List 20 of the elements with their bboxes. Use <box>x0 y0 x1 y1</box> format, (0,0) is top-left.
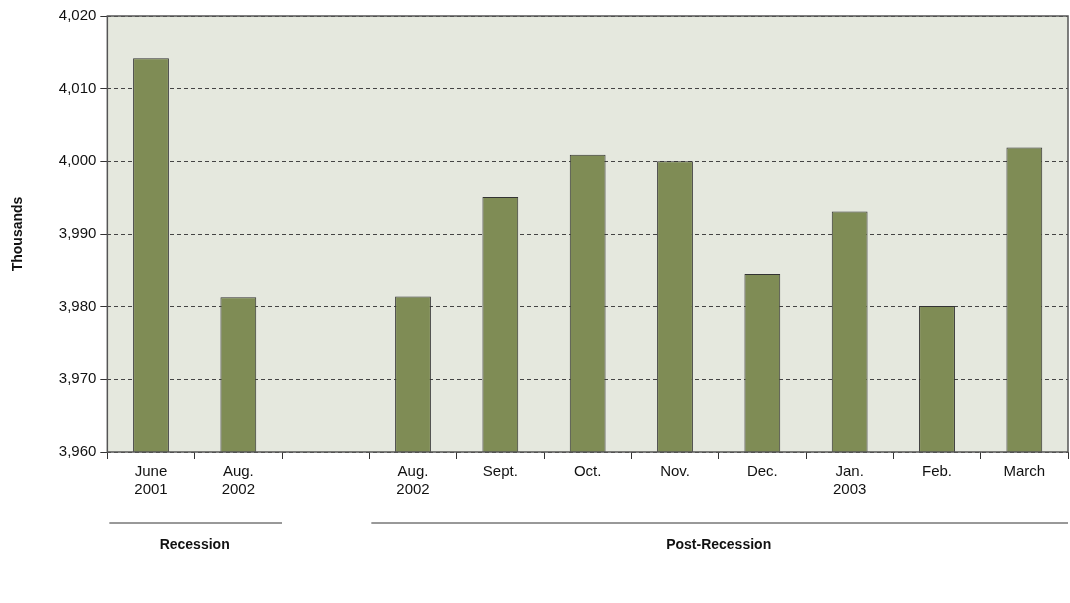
x-tick-label: Jan. 2003 <box>832 462 867 498</box>
x-tick-label: Aug. 2002 <box>396 462 430 498</box>
y-tick-label: 3,970 <box>58 369 97 387</box>
text: Post-Recession <box>666 535 772 552</box>
y-tick-label: 4,010 <box>58 78 97 96</box>
y-tick-label: 3,960 <box>58 442 97 460</box>
y-tick-label: 3,980 <box>58 296 97 314</box>
y-tick-label: 3,990 <box>58 224 97 242</box>
x-tick-label: Oct. <box>573 462 602 480</box>
y-axis-title: Thousands <box>9 196 26 272</box>
y-tick-label: 4,020 <box>58 6 97 24</box>
x-tick-label: Nov. <box>660 462 690 480</box>
y-tick-label: 4,000 <box>58 151 97 169</box>
x-tick-label: March <box>1003 462 1046 480</box>
x-tick-label: Aug. 2002 <box>221 462 256 498</box>
x-tick-label: Sept. <box>482 462 518 480</box>
x-tick-label: Feb. <box>921 462 953 480</box>
x-tick-label: June 2001 <box>134 462 168 498</box>
x-tick-label: Dec. <box>746 462 778 480</box>
text: Recession <box>159 535 230 552</box>
